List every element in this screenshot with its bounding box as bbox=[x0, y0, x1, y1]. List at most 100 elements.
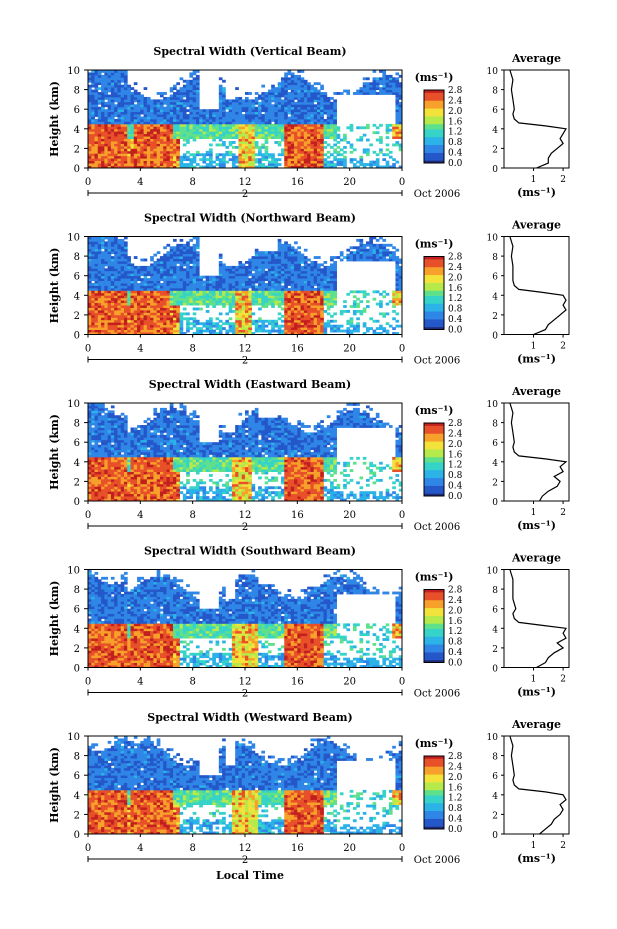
heatmap-cell bbox=[120, 305, 125, 308]
heatmap-cell bbox=[107, 111, 112, 115]
heatmap-cell bbox=[159, 270, 164, 274]
heatmap-cell bbox=[251, 119, 256, 122]
heatmap-cell bbox=[277, 158, 282, 162]
heatmap-cell bbox=[245, 300, 249, 304]
heatmap-cell bbox=[127, 324, 131, 328]
heatmap-cell bbox=[114, 82, 118, 86]
heatmap-cell bbox=[104, 133, 109, 137]
heatmap-cell bbox=[153, 163, 158, 166]
heatmap-cell bbox=[153, 329, 158, 333]
heatmap-cell bbox=[231, 145, 236, 149]
heatmap-cell bbox=[209, 287, 213, 291]
heatmap-cell bbox=[313, 314, 318, 318]
heatmap-cell bbox=[264, 300, 269, 304]
heatmap-cell bbox=[169, 116, 174, 120]
heatmap-cell bbox=[120, 290, 125, 294]
heatmap-cell bbox=[140, 104, 144, 108]
heatmap-cell bbox=[313, 163, 318, 166]
heatmap-cell bbox=[166, 283, 171, 286]
heatmap-cell bbox=[333, 324, 337, 328]
heatmap-cell bbox=[123, 319, 128, 323]
heatmap-cell bbox=[166, 121, 171, 125]
heatmap-cell bbox=[349, 128, 354, 132]
heatmap-cell bbox=[120, 77, 125, 81]
heatmap-cell bbox=[277, 131, 282, 135]
heatmap-cell bbox=[120, 280, 125, 284]
heatmap-cell bbox=[205, 111, 210, 115]
heatmap-cell bbox=[222, 114, 226, 117]
heatmap-cell bbox=[156, 275, 161, 279]
heatmap-cell bbox=[166, 114, 171, 117]
heatmap-cell bbox=[101, 317, 105, 321]
heatmap-cell bbox=[133, 145, 138, 149]
heatmap-cell bbox=[163, 136, 167, 139]
heatmap-cell bbox=[241, 314, 246, 318]
heatmap-cell bbox=[339, 148, 344, 152]
heatmap-cell bbox=[235, 165, 239, 169]
heatmap-cell bbox=[137, 283, 141, 286]
heatmap-cell bbox=[398, 104, 403, 108]
heatmap-cell bbox=[326, 96, 331, 100]
profile-x-label: (ms⁻¹) bbox=[517, 186, 556, 199]
heatmap-cell bbox=[143, 319, 148, 323]
heatmap-cell bbox=[114, 121, 118, 125]
heatmap-cell bbox=[271, 329, 275, 333]
heatmap-cell bbox=[398, 109, 403, 113]
heatmap-cell bbox=[133, 275, 138, 279]
heatmap-cell bbox=[222, 104, 226, 108]
heatmap-cell bbox=[284, 101, 288, 105]
heatmap-cell bbox=[88, 243, 92, 247]
heatmap-cell bbox=[146, 292, 151, 296]
heatmap-cell bbox=[88, 109, 92, 113]
heatmap-cell bbox=[267, 332, 272, 335]
heatmap-cell bbox=[153, 123, 158, 127]
heatmap-cell bbox=[261, 319, 266, 323]
heatmap-cell bbox=[248, 99, 252, 103]
heatmap-cell bbox=[235, 126, 239, 130]
heatmap-cell bbox=[241, 300, 246, 304]
heatmap-cell bbox=[241, 128, 246, 132]
heatmap-cell bbox=[163, 324, 167, 328]
heatmap-cell bbox=[143, 160, 148, 164]
colorbar-tick-label: 0.8 bbox=[448, 138, 463, 148]
heatmap-cell bbox=[218, 123, 223, 127]
heatmap-cell bbox=[228, 141, 233, 144]
heatmap-cell bbox=[199, 283, 203, 286]
heatmap-cell bbox=[228, 119, 233, 122]
heatmap-cell bbox=[186, 302, 190, 306]
heatmap-cell bbox=[101, 84, 105, 88]
heatmap-cell bbox=[300, 82, 305, 86]
heatmap-cell bbox=[251, 109, 256, 113]
heatmap-cell bbox=[137, 310, 141, 313]
heatmap-cell bbox=[186, 265, 190, 269]
heatmap-cell bbox=[284, 251, 288, 255]
heatmap-cell bbox=[94, 133, 99, 137]
heatmap-cell bbox=[238, 131, 243, 135]
heatmap-cell bbox=[245, 121, 249, 125]
heatmap-cell bbox=[274, 258, 279, 262]
heatmap-cell bbox=[382, 92, 387, 95]
heatmap-cell bbox=[199, 295, 203, 299]
heatmap-cell bbox=[284, 84, 288, 88]
heatmap-cell bbox=[307, 158, 311, 162]
heatmap-cell bbox=[297, 106, 301, 110]
heatmap-cell bbox=[222, 128, 226, 132]
heatmap-cell bbox=[261, 99, 266, 103]
heatmap-cell bbox=[290, 138, 295, 142]
heatmap-cell bbox=[352, 258, 357, 262]
heatmap-cell bbox=[202, 292, 207, 296]
heatmap-cell bbox=[159, 148, 164, 152]
heatmap-cell bbox=[287, 273, 292, 277]
heatmap-cell bbox=[300, 136, 305, 139]
heatmap-cell bbox=[202, 126, 207, 130]
heatmap-cell bbox=[379, 123, 383, 127]
heatmap-cell bbox=[248, 295, 252, 299]
heatmap-cell bbox=[267, 96, 272, 100]
heatmap-cell bbox=[310, 332, 315, 335]
heatmap-cell bbox=[313, 273, 318, 277]
heatmap-cell bbox=[166, 141, 171, 144]
heatmap-cell bbox=[316, 287, 321, 291]
heatmap-cell bbox=[228, 283, 233, 286]
heatmap-cell bbox=[336, 141, 341, 144]
heatmap-cell bbox=[140, 317, 144, 321]
